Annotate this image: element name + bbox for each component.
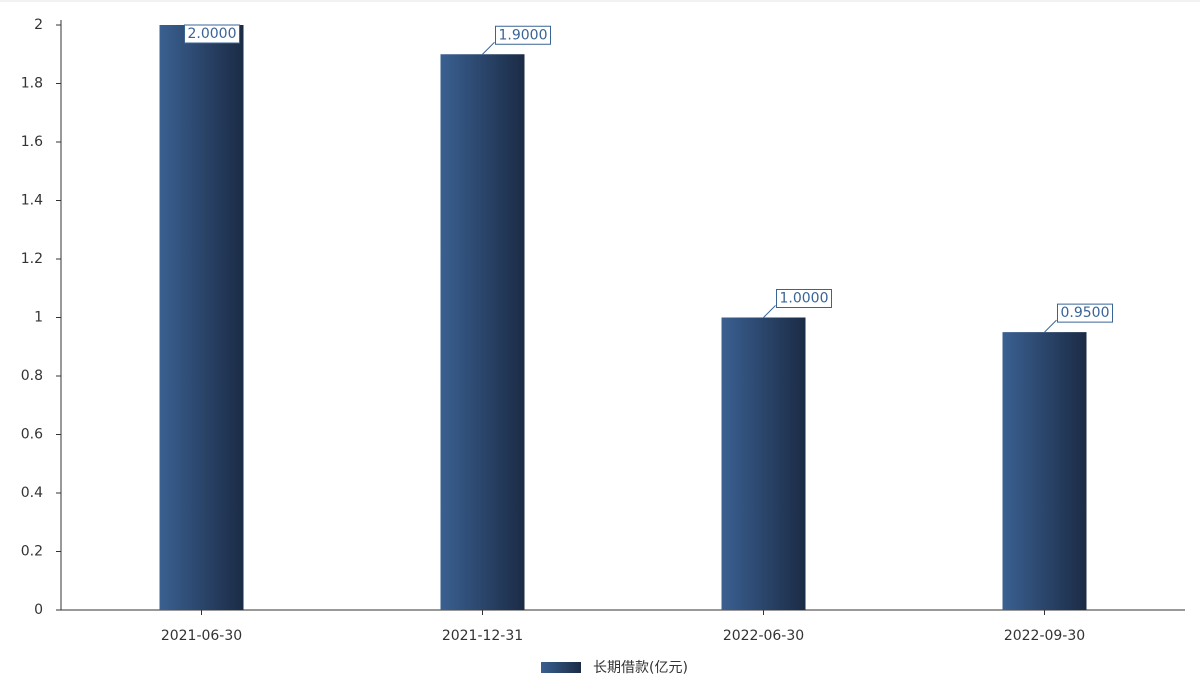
value-label: 0.9500 bbox=[1061, 305, 1110, 321]
y-tick-label: 0.6 bbox=[21, 427, 43, 443]
value-label: 1.9000 bbox=[499, 27, 548, 43]
legend-label: 长期借款(亿元) bbox=[593, 660, 688, 676]
value-label-box bbox=[184, 24, 240, 44]
label-leader bbox=[482, 41, 495, 55]
y-tick-label: 1.6 bbox=[21, 134, 43, 150]
legend-swatch bbox=[541, 662, 581, 673]
value-label-box bbox=[776, 289, 832, 308]
y-tick-label: 1.8 bbox=[21, 76, 43, 92]
x-tick-label: 2021-12-31 bbox=[442, 628, 523, 644]
x-tick-label: 2022-09-30 bbox=[1004, 628, 1085, 644]
x-tick-label: 2021-06-30 bbox=[161, 628, 242, 644]
y-tick-label: 1.4 bbox=[21, 193, 43, 209]
y-tick-label: 1.2 bbox=[21, 251, 43, 267]
value-label-box bbox=[1057, 303, 1113, 323]
y-tick-label: 0 bbox=[34, 602, 43, 618]
label-leader bbox=[763, 305, 776, 318]
y-tick-label: 0.2 bbox=[21, 544, 43, 560]
y-tick-label: 0.4 bbox=[21, 485, 43, 501]
y-tick-label: 0.8 bbox=[21, 368, 43, 384]
x-tick-label: 2022-06-30 bbox=[723, 628, 804, 644]
value-label: 1.0000 bbox=[780, 291, 829, 307]
label-leader bbox=[1044, 319, 1057, 333]
value-label: 2.0000 bbox=[188, 26, 237, 42]
bar bbox=[159, 25, 244, 610]
bar bbox=[721, 317, 806, 610]
bar bbox=[440, 54, 525, 610]
value-label-box bbox=[495, 25, 551, 45]
y-tick-label: 1 bbox=[34, 310, 43, 326]
y-tick-label: 2 bbox=[34, 17, 43, 33]
bar bbox=[1002, 332, 1087, 610]
